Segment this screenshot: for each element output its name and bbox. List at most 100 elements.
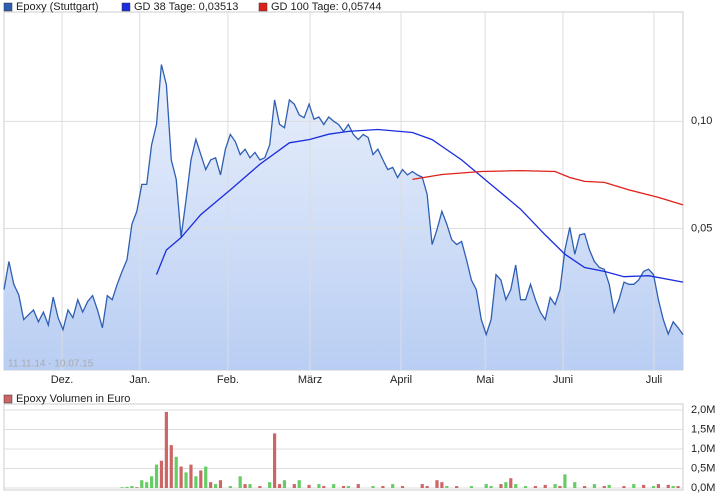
volume-bar [120, 487, 124, 488]
price-area [4, 64, 683, 370]
y-tick-label: 1,5M [691, 423, 715, 435]
y-tick-label: 0,5M [691, 462, 715, 474]
volume-bar [543, 484, 547, 488]
volume-bar [140, 480, 144, 488]
volume-bar [489, 486, 493, 488]
volume-bar [381, 486, 385, 488]
volume-bar [656, 484, 660, 488]
volume-bar [218, 480, 223, 488]
volume-bar [273, 433, 277, 488]
volume-bar [194, 476, 198, 488]
volume-bar [317, 484, 321, 488]
volume-bar [420, 484, 424, 488]
volume-bar [514, 484, 518, 488]
volume-bar [292, 484, 296, 488]
volume-bar [509, 478, 513, 488]
volume-bar [130, 486, 134, 488]
volume-bar [204, 466, 208, 488]
volume-bar [642, 484, 646, 488]
legend-label: Epoxy Volumen in Euro [16, 393, 130, 405]
volume-bar [553, 484, 557, 488]
x-tick-label: Dez. [51, 374, 74, 386]
volume-bar [504, 482, 508, 488]
volume-bar [371, 486, 375, 488]
volume-bar [145, 482, 149, 488]
volume-bar [499, 484, 503, 488]
volume-bar [356, 484, 360, 488]
date-range: 11.11.14 - 10.07.15 [8, 359, 94, 370]
volume-bar [199, 470, 203, 488]
volume-bar [258, 486, 262, 488]
y-tick-label: 0,0M [691, 482, 715, 494]
y-tick-label: 2,0M [691, 404, 715, 416]
y-tick-label: 0,05 [691, 222, 712, 234]
volume-bar [135, 487, 139, 488]
volume-bar [209, 482, 213, 488]
volume-bar [268, 482, 272, 488]
volume-bar [391, 484, 395, 488]
volume-bar [523, 486, 528, 488]
x-tick-label: Juni [553, 374, 573, 386]
volume-bar [307, 484, 311, 488]
volume-bar [533, 486, 537, 488]
x-tick-label: Mai [476, 374, 494, 386]
volume-bar [154, 464, 159, 488]
volume-bar [435, 480, 439, 488]
volume-bar [425, 486, 429, 488]
volume-bar [174, 456, 178, 488]
volume-bar [346, 486, 351, 488]
y-tick-label: 0,10 [691, 115, 712, 127]
x-tick-label: Feb. [217, 374, 239, 386]
volume-bar [676, 486, 680, 488]
legend-label: GD 38 Tage: 0,03513 [134, 1, 238, 13]
volume-bar [282, 480, 287, 488]
legend-swatch [121, 2, 131, 12]
volume-bar [169, 445, 173, 488]
volume-bar [632, 484, 636, 488]
volume-plot-area [3, 403, 684, 491]
volume-bar [573, 482, 577, 488]
volume-bar [666, 484, 670, 488]
legend-label: GD 100 Tage: 0,05744 [271, 1, 382, 13]
moving-average-line [155, 128, 684, 283]
price-line [3, 64, 684, 337]
volume-bar [179, 466, 183, 488]
volume-bar [277, 484, 282, 488]
volume-bar [228, 486, 232, 488]
volume-bar [189, 464, 193, 488]
volume-bar [440, 482, 444, 488]
volume-bar [125, 486, 129, 488]
volume-bar [582, 486, 587, 488]
volume-bar [651, 486, 656, 488]
volume-bar [150, 476, 154, 488]
volume-bar [671, 486, 675, 488]
volume-bar [592, 484, 597, 488]
volume-bar [469, 486, 474, 488]
y-tick-label: 1,0M [691, 443, 715, 455]
volume-bar [297, 480, 301, 488]
volume-bar [184, 472, 188, 488]
legend-label: Epoxy (Stuttgart) [16, 1, 99, 13]
volume-bar [455, 486, 459, 488]
moving-average-line [412, 169, 684, 206]
volume-bar [622, 486, 626, 488]
volume-bar [484, 484, 488, 488]
volume-bar [563, 474, 567, 488]
volume-bar [400, 486, 405, 488]
volume-bar [164, 411, 168, 488]
x-tick-label: Juli [646, 374, 663, 386]
volume-bar [341, 486, 346, 488]
volume-bar [213, 484, 218, 488]
volume-bar [243, 484, 247, 488]
volume-bar [238, 476, 242, 488]
volume-bar [159, 460, 164, 488]
volume-bar [248, 484, 252, 488]
volume-bar [322, 486, 326, 488]
x-tick-label: April [390, 374, 412, 386]
x-tick-label: Jan. [129, 374, 150, 386]
volume-bar [332, 484, 336, 488]
legend-swatch [258, 2, 268, 12]
x-tick-label: März [298, 374, 322, 386]
volume-bar [558, 486, 562, 488]
